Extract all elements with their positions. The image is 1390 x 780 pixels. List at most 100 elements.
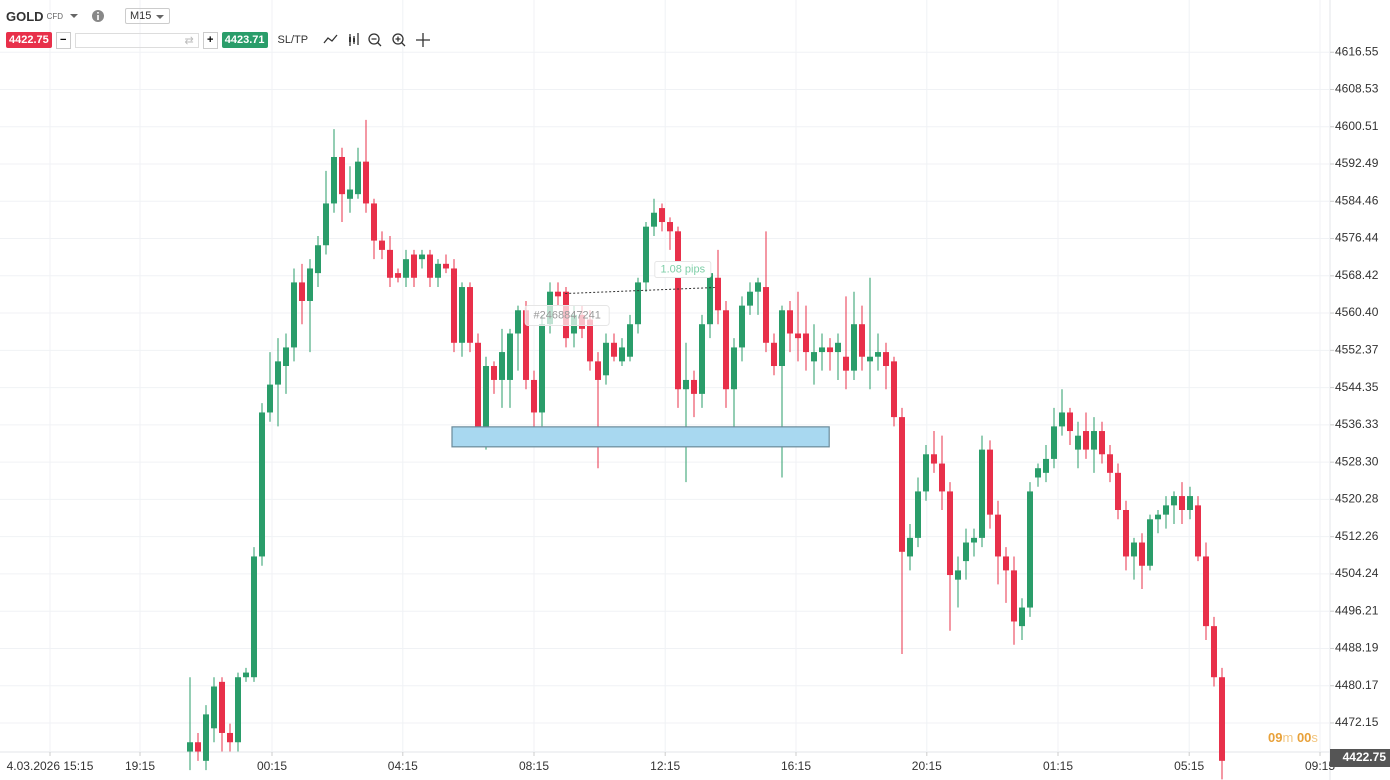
y-tick-label: 4552.37 (1335, 343, 1379, 357)
candle-body (443, 263, 449, 269)
candle-body (339, 156, 345, 195)
candle-body (1043, 458, 1049, 473)
y-tick-label: 4568.42 (1335, 268, 1379, 282)
candle-body (1035, 468, 1041, 478)
candle-body (755, 282, 761, 292)
candle-body (1155, 514, 1161, 520)
candle-body (1107, 454, 1113, 473)
y-tick-label: 4472.15 (1335, 715, 1379, 729)
candle-body (603, 342, 609, 376)
sltp-button[interactable]: SL/TP (277, 34, 309, 46)
candle-body (1099, 431, 1105, 455)
symbol-dropdown[interactable] (69, 12, 79, 20)
candle-body (203, 714, 209, 761)
candle-body (419, 254, 425, 260)
timeframe-select[interactable]: M15 (125, 8, 171, 24)
candle-body (819, 347, 825, 353)
x-tick-label: 4.03.2026 15:15 (7, 759, 94, 773)
candle-body (1027, 491, 1033, 608)
candle-body (1115, 472, 1121, 511)
buy-button[interactable]: 4423.71 (221, 32, 268, 48)
candle-body (243, 672, 249, 678)
candle-body (835, 342, 841, 353)
candle-body (795, 333, 801, 339)
header: GOLD CFD M15 (6, 6, 171, 26)
candle-body (251, 556, 257, 678)
candle-body (507, 333, 513, 380)
candle-body (867, 356, 873, 362)
candle-body (427, 254, 433, 278)
chart-tools[interactable] (322, 31, 432, 49)
x-tick-label: 05:15 (1174, 759, 1204, 773)
candle-body (491, 366, 497, 380)
candle-body (1219, 677, 1225, 761)
candle-body (779, 310, 785, 367)
candle-body (683, 379, 689, 390)
candle-body (1179, 496, 1185, 511)
x-tick-label: 01:15 (1043, 759, 1073, 773)
pips-label: 1.08 pips (660, 263, 705, 275)
candle-body (619, 347, 625, 362)
y-tick-label: 4480.17 (1335, 678, 1379, 692)
pips-label-box (654, 261, 712, 279)
candle-body (859, 324, 865, 357)
y-tick-label: 4600.51 (1335, 119, 1379, 133)
candle-body (499, 352, 505, 380)
candle-body (1163, 505, 1169, 515)
candle-body (187, 742, 193, 752)
countdown-seconds: 00 (1296, 730, 1312, 745)
candle-body (947, 491, 953, 576)
candle-body (523, 310, 529, 380)
candle-body (707, 273, 713, 325)
candle-body (843, 356, 849, 371)
order-label-box (524, 305, 610, 327)
y-tick-label: 4592.49 (1335, 156, 1379, 170)
candle-body (955, 570, 961, 580)
symbol[interactable]: GOLD (6, 8, 44, 24)
candle-body (1139, 542, 1145, 566)
x-tick-label: 04:15 (388, 759, 418, 773)
candle-body (787, 310, 793, 334)
candle-body (811, 352, 817, 362)
candle-body (555, 291, 561, 297)
candle-body (891, 361, 897, 418)
candle-body (747, 291, 753, 306)
candle-body (827, 347, 833, 353)
candle-body (883, 352, 889, 367)
x-tick-label: 19:15 (125, 759, 155, 773)
last-price-label: 4422.75 (1343, 750, 1387, 764)
candle-body (915, 491, 921, 538)
candle-body (1059, 412, 1065, 427)
y-tick-label: 4616.55 (1335, 44, 1379, 58)
y-tick-label: 4528.30 (1335, 454, 1379, 468)
order-line (565, 287, 715, 295)
y-tick-label: 4536.33 (1335, 417, 1379, 431)
candle-body (963, 542, 969, 562)
candle-body (643, 226, 649, 283)
x-tick-label: 00:15 (257, 759, 287, 773)
candle-body (259, 412, 265, 557)
minus-button[interactable]: − (55, 31, 71, 49)
candle-body (931, 454, 937, 464)
candle-body (531, 379, 537, 413)
candle-body (635, 282, 641, 325)
x-tick-label: 12:15 (650, 759, 680, 773)
x-tick-label: 20:15 (912, 759, 942, 773)
info-icon[interactable] (91, 9, 105, 23)
candle-body (659, 208, 665, 223)
kind: CFD (46, 11, 64, 21)
candle-body (763, 287, 769, 343)
candle-body (731, 347, 737, 390)
volume-input[interactable]: ⇄ (74, 32, 199, 48)
candle-body (723, 310, 729, 390)
candle-body (323, 203, 329, 246)
candle-body (627, 324, 633, 357)
candle-body (875, 352, 881, 357)
candle-body (1067, 412, 1073, 432)
candle-body (1203, 556, 1209, 627)
plus-button[interactable]: + (202, 31, 218, 49)
last-price-tag (1330, 749, 1390, 767)
candle-body (331, 156, 337, 204)
sell-button[interactable]: 4422.75 (6, 32, 52, 48)
